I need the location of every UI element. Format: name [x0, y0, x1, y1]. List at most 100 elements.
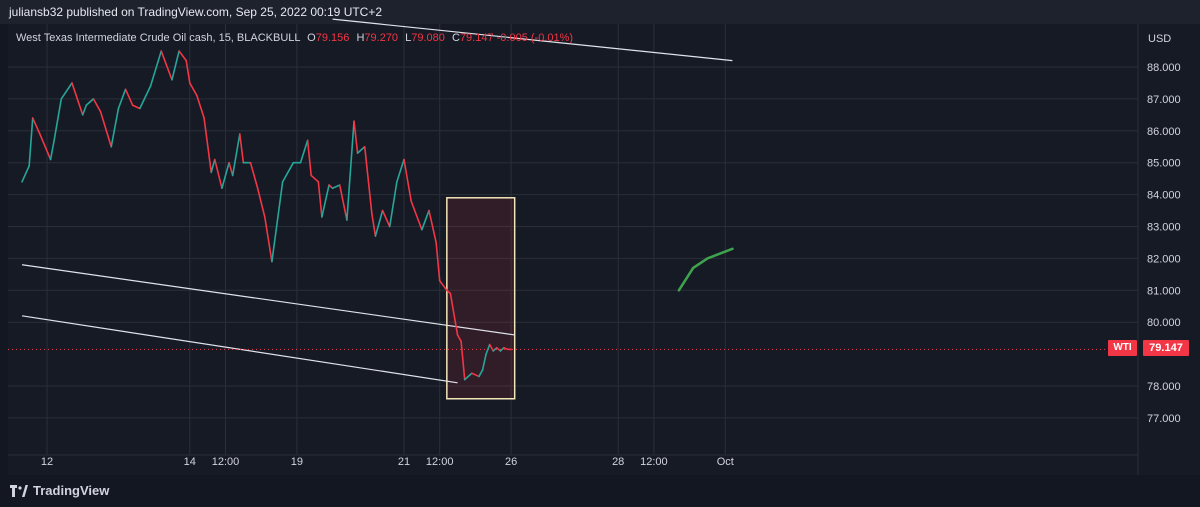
- price-segment: [271, 181, 284, 263]
- price-segment: [435, 241, 441, 282]
- price-segment: [185, 59, 191, 84]
- price-segment: [124, 88, 134, 107]
- price-segment: [263, 216, 273, 263]
- price-segment: [139, 85, 152, 110]
- price-segment: [371, 212, 377, 237]
- legend-open: 79.156: [315, 32, 350, 44]
- price-segment: [117, 88, 127, 110]
- price-segment: [53, 98, 63, 142]
- legend-symbol: West Texas Intermediate Crude Oil cash, …: [16, 32, 301, 44]
- price-segment: [306, 139, 312, 177]
- x-tick-label: Oct: [717, 456, 734, 468]
- legend-close: 79.147: [459, 32, 494, 44]
- trendline: [332, 18, 733, 62]
- price-segment: [338, 184, 348, 221]
- price-segment: [228, 161, 234, 177]
- price-segment: [396, 158, 405, 183]
- price-segment: [210, 158, 216, 174]
- price-segment: [99, 110, 113, 148]
- price-segment: [317, 181, 323, 218]
- x-tick-label: 12:00: [426, 456, 454, 468]
- price-segment: [331, 184, 341, 190]
- price-segment: [131, 104, 141, 110]
- highlight-box: [446, 197, 516, 400]
- price-segment: [321, 184, 330, 218]
- price-segment: [428, 209, 437, 244]
- price-segment: [485, 343, 491, 355]
- price-segment: [189, 82, 198, 97]
- price-segment: [449, 292, 459, 336]
- price-segment: [60, 82, 73, 100]
- y-tick-label: 80.000: [1147, 317, 1181, 329]
- currency-label: USD: [1148, 33, 1171, 45]
- y-tick-label: 87.000: [1147, 94, 1181, 106]
- bottom-bar: [0, 475, 1200, 507]
- price-segment: [49, 139, 55, 161]
- legend-open-key: O: [307, 32, 316, 44]
- price-segment: [463, 372, 473, 381]
- price-segment: [310, 174, 320, 183]
- y-tick-label: 85.000: [1147, 158, 1181, 170]
- price-segment: [363, 145, 373, 215]
- legend-close-key: C: [451, 32, 460, 44]
- price-segment: [417, 219, 423, 231]
- price-segment: [85, 98, 95, 107]
- price-segment: [196, 94, 205, 119]
- y-tick-label: 82.000: [1147, 253, 1181, 265]
- price-segment: [478, 369, 484, 378]
- x-tick-label: 28: [612, 456, 624, 468]
- y-tick-label: 77.000: [1147, 413, 1181, 425]
- legend-high-key: H: [356, 32, 365, 44]
- price-segment: [71, 82, 84, 116]
- tradingview-logo-icon: [10, 484, 28, 497]
- trendline: [21, 315, 458, 384]
- price-segment: [160, 50, 173, 81]
- price-segment: [281, 161, 295, 183]
- price-segment: [381, 209, 391, 228]
- price-segment: [231, 133, 241, 177]
- tradingview-logo[interactable]: TradingView: [10, 483, 109, 498]
- y-tick-label: 81.000: [1147, 285, 1181, 297]
- x-tick-label: 19: [291, 456, 303, 468]
- x-tick-label: 12:00: [212, 456, 240, 468]
- price-symbol-tag: WTI: [1108, 340, 1137, 356]
- price-segment: [28, 117, 34, 167]
- price-segment: [346, 120, 355, 221]
- price-segment: [488, 343, 495, 352]
- price-segment: [299, 139, 309, 164]
- last-price-label: 79.147: [1143, 340, 1189, 356]
- price-segment: [213, 158, 223, 190]
- price-segment: [481, 353, 487, 371]
- x-tick-label: 26: [505, 456, 517, 468]
- x-tick-label: 14: [184, 456, 196, 468]
- projection-curve: [677, 247, 734, 292]
- price-segment: [388, 181, 398, 228]
- price-segment: [81, 104, 88, 116]
- price-segment: [238, 133, 245, 164]
- price-segment: [403, 158, 412, 202]
- price-segment: [353, 120, 359, 154]
- y-tick-label: 78.000: [1147, 381, 1181, 393]
- y-tick-label: 83.000: [1147, 222, 1181, 234]
- published-banner: juliansb32 published on TradingView.com,…: [0, 0, 1200, 24]
- price-segment: [171, 50, 180, 81]
- x-tick-label: 12: [41, 456, 53, 468]
- price-segment: [356, 145, 366, 154]
- chart-legend: West Texas Intermediate Crude Oil cash, …: [16, 32, 573, 44]
- y-tick-label: 86.000: [1147, 126, 1181, 138]
- legend-high: 79.270: [364, 32, 399, 44]
- price-segment: [39, 133, 52, 161]
- price-segment: [249, 161, 259, 190]
- legend-change: -0.005 (-0.01%): [496, 32, 574, 44]
- price-segment: [256, 187, 266, 218]
- price-segment: [221, 161, 230, 190]
- legend-low-key: L: [405, 32, 412, 44]
- price-segment: [92, 98, 102, 113]
- price-segment: [374, 209, 384, 237]
- price-segment: [149, 50, 163, 87]
- price-segment: [21, 165, 30, 183]
- y-tick-label: 88.000: [1147, 62, 1181, 74]
- price-segment: [410, 200, 420, 221]
- price-segment: [178, 50, 188, 62]
